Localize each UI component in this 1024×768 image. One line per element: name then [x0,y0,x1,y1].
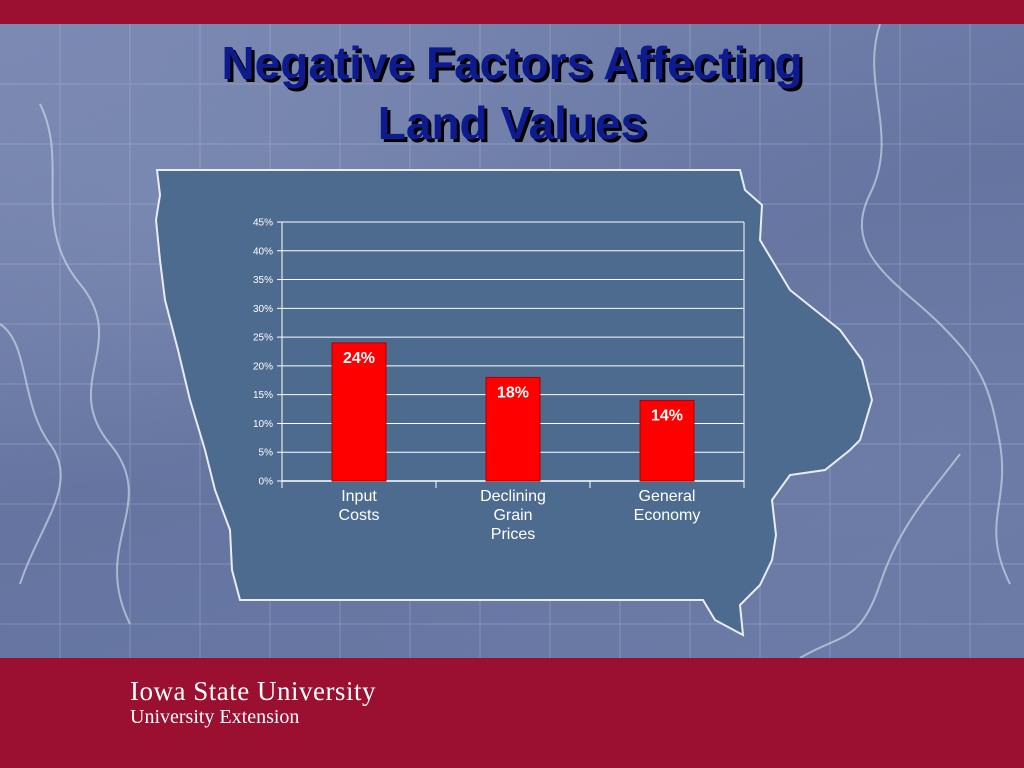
x-category-label-line: Grain [493,507,532,524]
bar [639,399,695,482]
y-tick-label: 15% [253,390,273,401]
x-category-label-line: General [639,488,696,505]
data-label: 18% [497,384,529,401]
y-tick-label: 5% [259,448,274,459]
x-category-label-line: Input [341,488,377,505]
y-tick-label: 30% [253,304,273,315]
y-tick-label: 35% [253,275,273,286]
x-category-label: Input Costs [339,488,380,524]
y-tick-label: 45% [253,218,273,229]
top-band [0,0,1024,24]
x-category-label: Declining Grain Prices [480,488,546,543]
x-category-label-line: Economy [634,507,701,524]
university-name: Iowa State University [130,676,376,706]
x-category-label-line: Prices [491,526,535,543]
y-tick-label: 10% [253,419,273,430]
data-label: 14% [651,407,683,424]
y-tick-label: 20% [253,361,273,372]
university-extension-label: University Extension [130,706,300,728]
slide-title-line-2: Land Values [377,97,647,149]
y-tick-label: 40% [253,246,273,257]
y-tick-label: 0% [259,477,274,488]
y-tick-label: 25% [253,333,273,344]
x-category-label: General Economy [634,488,701,524]
bar [331,342,387,482]
x-category-label-line: Costs [339,507,380,524]
x-category-label-line: Declining [480,488,546,505]
slide-title-line-1: Negative Factors Affecting [221,37,803,89]
data-label: 24% [343,350,375,367]
bar [485,376,541,482]
